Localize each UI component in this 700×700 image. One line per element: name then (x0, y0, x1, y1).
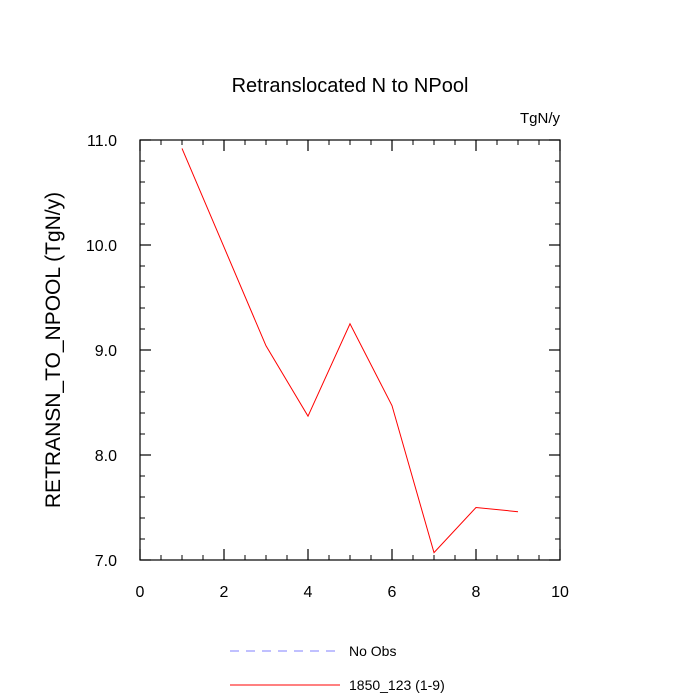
x-tick-label: 6 (388, 584, 397, 601)
legend: No Obs 1850_123 (1-9) (230, 643, 445, 693)
units-label: TgN/y (520, 110, 561, 127)
y-tick-label: 10.0 (86, 238, 117, 255)
legend-label: No Obs (349, 643, 396, 659)
legend-label: 1850_123 (1-9) (349, 677, 445, 693)
x-tick-label: 2 (220, 584, 229, 601)
y-tick-label: 11.0 (87, 133, 117, 150)
x-tick-label: 8 (472, 584, 481, 601)
y-tick-label: 9.0 (95, 343, 117, 360)
x-tick-label: 10 (551, 584, 569, 601)
series-line (181, 148, 519, 554)
x-tick-label: 4 (304, 584, 313, 601)
y-axis-label: RETRANSN_TO_NPOOL (TgN/y) (42, 192, 65, 508)
y-tick-label: 7.0 (95, 553, 117, 570)
chart-title: Retranslocated N to NPool (232, 75, 469, 97)
plot-frame (139, 139, 561, 561)
plot-area: 0 2 4 6 8 10 7.0 8.0 9.0 10.0 11.0 (86, 133, 569, 601)
y-tick-label: 8.0 (95, 448, 117, 465)
x-tick-label: 0 (136, 584, 145, 601)
